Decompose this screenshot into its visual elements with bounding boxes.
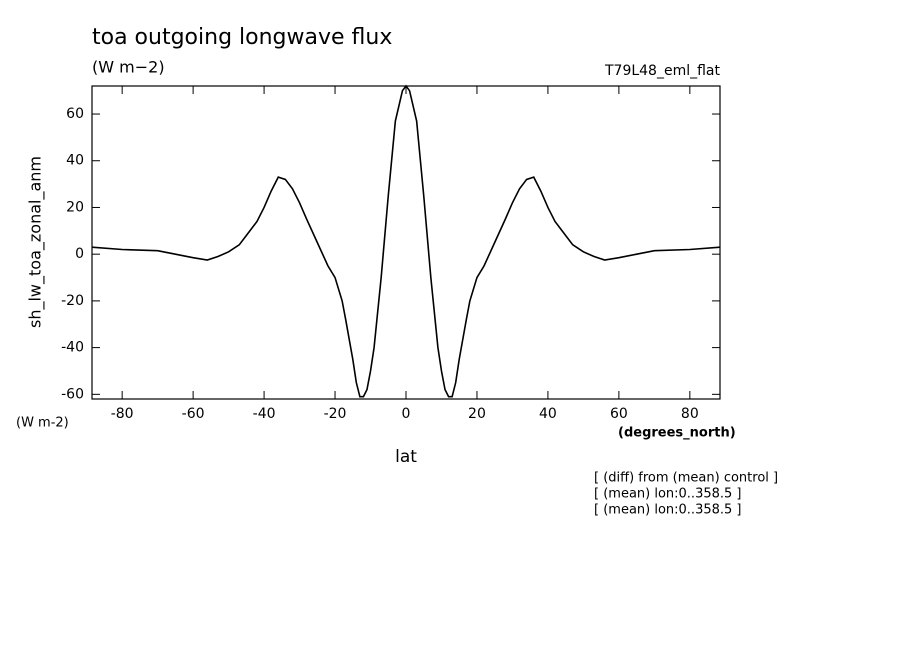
x-tick-label: -20	[324, 406, 347, 422]
y-tick-label: -40	[61, 340, 84, 356]
x-tick-label: 0	[402, 406, 411, 422]
x-tick-label: 20	[468, 406, 486, 422]
x-tick-label: -60	[182, 406, 205, 422]
note: [ (mean) lon:0..358.5 ]	[594, 503, 742, 518]
note: [ (mean) lon:0..358.5 ]	[594, 487, 742, 502]
x-axis-label: lat	[395, 447, 417, 467]
plot-frame	[91, 85, 721, 400]
y-tick-label: -60	[61, 386, 84, 402]
y-tick-label: 20	[66, 199, 84, 215]
x-tick-label: -40	[253, 406, 276, 422]
y-tick-label: -20	[61, 293, 84, 309]
y-tick-label: 40	[66, 153, 84, 169]
chart-subtitle: (W m−2)	[92, 58, 165, 77]
y-tick-label: 0	[75, 246, 84, 262]
note: [ (diff) from (mean) control ]	[594, 471, 778, 486]
x-units: (degrees_north)	[618, 426, 736, 441]
y-axis-label: sh_lw_toa_zonal_anm	[26, 156, 46, 328]
x-tick-label: 80	[681, 406, 699, 422]
x-tick-label: 60	[610, 406, 628, 422]
y-units: (W m-2)	[16, 416, 69, 431]
x-tick-label: -80	[111, 406, 134, 422]
data-line	[91, 84, 721, 398]
x-tick-label: 40	[539, 406, 557, 422]
experiment-label: T79L48_eml_flat	[604, 63, 721, 79]
y-tick-label: 60	[66, 106, 84, 122]
chart-title: toa outgoing longwave flux	[92, 25, 392, 50]
